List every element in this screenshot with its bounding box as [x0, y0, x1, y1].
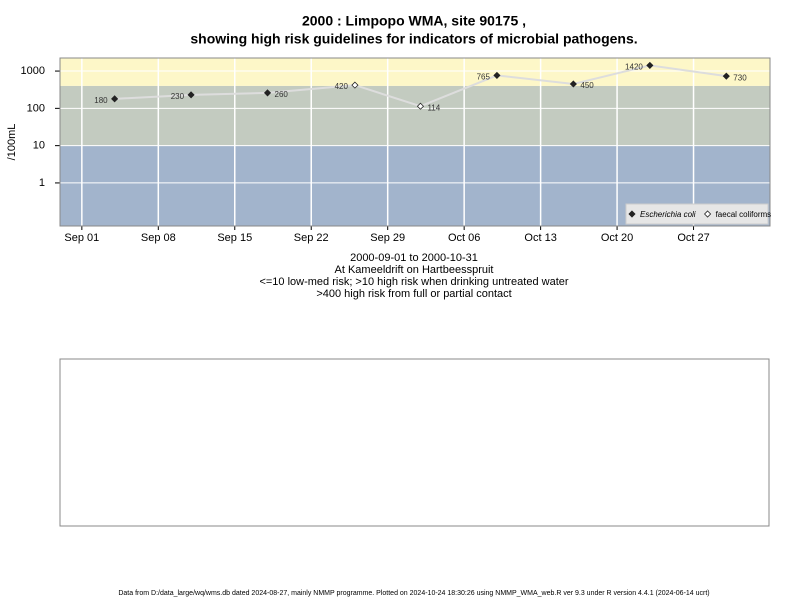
- footer: Data from D:/data_large/wq/wms.db dated …: [118, 590, 709, 597]
- value-label: 230: [171, 92, 185, 101]
- chart-subtitle: showing high risk guidelines for indicat…: [190, 31, 637, 47]
- value-label: 765: [477, 73, 491, 82]
- marker: [704, 210, 712, 218]
- x-tick-label: Oct 13: [524, 232, 556, 244]
- x-tick-label: Sep 22: [294, 232, 329, 244]
- note: 2000-09-01 to 2000-10-31: [350, 252, 478, 264]
- legend-box: [625, 203, 769, 225]
- value-label: 450: [580, 81, 594, 90]
- x-tick-label: Sep 15: [217, 232, 252, 244]
- x-tick-label: Sep 29: [370, 232, 405, 244]
- risk-band: [60, 58, 770, 86]
- x-tick-label: Sep 01: [64, 232, 99, 244]
- marker: [351, 81, 359, 89]
- marker: [493, 71, 501, 79]
- y-tick-label: 100: [27, 102, 45, 114]
- legend-label: Escherichia coli: [640, 210, 696, 219]
- value-label: 420: [335, 82, 349, 91]
- y-tick-label: 1000: [21, 65, 45, 77]
- marker: [628, 210, 636, 218]
- marker: [722, 72, 730, 80]
- value-label: 260: [275, 90, 289, 99]
- marker: [646, 61, 654, 69]
- marker: [111, 95, 119, 103]
- value-label: 730: [733, 73, 747, 82]
- value-label: 180: [94, 96, 108, 105]
- chart-title: 2000 : Limpopo WMA, site 90175 ,: [302, 13, 526, 29]
- plot-frame: [59, 57, 771, 227]
- note: <=10 low-med risk; >10 high risk when dr…: [259, 276, 568, 288]
- x-tick-label: Oct 20: [601, 232, 633, 244]
- value-label: 114: [427, 103, 440, 112]
- y-axis-label: /100mL: [6, 124, 18, 161]
- marker: [187, 91, 195, 99]
- marker: [263, 89, 272, 97]
- x-tick-label: Sep 08: [141, 232, 176, 244]
- x-tick-label: Oct 06: [448, 232, 480, 244]
- y-tick-label: 1: [39, 177, 45, 189]
- empty-panel: [59, 358, 770, 527]
- marker: [569, 80, 577, 88]
- marker: [416, 102, 425, 110]
- x-tick-label: Oct 27: [677, 232, 709, 244]
- legend-label: faecal coliforms: [716, 210, 772, 219]
- risk-band: [60, 85, 770, 146]
- note: At Kameeldrift on Hartbeesspruit: [335, 264, 494, 276]
- y-tick-label: 10: [33, 140, 45, 152]
- value-label: 1420: [625, 62, 643, 71]
- note: >400 high risk from full or partial cont…: [316, 288, 511, 300]
